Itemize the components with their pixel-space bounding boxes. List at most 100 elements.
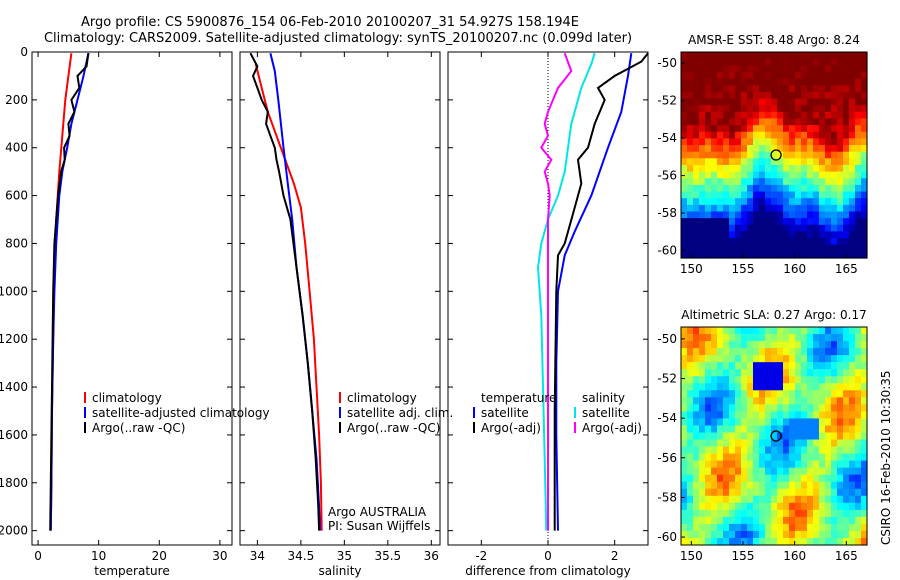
- heatmap-cell: [783, 251, 790, 259]
- heatmap-cell: [741, 397, 748, 405]
- heatmap-cell: [789, 460, 796, 469]
- heatmap-cell: [861, 516, 868, 525]
- heatmap-cell: [693, 204, 700, 213]
- heatmap-cell: [795, 474, 802, 483]
- heatmap-cell: [777, 251, 784, 259]
- heatmap-cell: [819, 78, 826, 86]
- heatmap-cell: [741, 105, 748, 113]
- series-line: [269, 52, 321, 531]
- heatmap-cell: [837, 397, 844, 405]
- heatmap-cell: [861, 145, 868, 153]
- heatmap-cell: [855, 537, 862, 546]
- heatmap-cell: [771, 151, 778, 159]
- heatmap-cell: [687, 467, 694, 476]
- heatmap-cell: [843, 383, 850, 391]
- heatmap-cell: [777, 125, 784, 133]
- heatmap-cell: [711, 355, 718, 363]
- heatmap-cell: [831, 439, 838, 448]
- heatmap-cell: [831, 151, 838, 159]
- heatmap-cell: [783, 78, 790, 86]
- heatmap-cell: [693, 231, 700, 239]
- heatmap-cell: [765, 327, 772, 335]
- heatmap-cell: [801, 425, 808, 434]
- heatmap-cell: [711, 495, 718, 504]
- heatmap-cell: [741, 341, 748, 349]
- heatmap-cell: [801, 355, 808, 363]
- heatmap-cell: [699, 98, 706, 106]
- heatmap-cell: [819, 231, 826, 239]
- heatmap-cell: [771, 467, 778, 476]
- heatmap-cell: [831, 78, 838, 86]
- heatmap-cell: [681, 502, 688, 511]
- heatmap-cell: [807, 71, 814, 80]
- heatmap-cell: [681, 404, 688, 412]
- heatmap-cell: [837, 171, 844, 179]
- heatmap-cell: [729, 530, 736, 539]
- heatmap-cell: [753, 65, 760, 73]
- heatmap-cell: [753, 425, 760, 434]
- heatmap-cell: [783, 523, 790, 532]
- heatmap-cell: [855, 439, 862, 448]
- heatmap-cell: [837, 488, 844, 497]
- heatmap-cell: [855, 171, 862, 179]
- heatmap-cell: [789, 224, 796, 233]
- heatmap-cells: [681, 52, 868, 259]
- heatmap-cell: [807, 78, 814, 86]
- heatmap-cell: [681, 131, 688, 139]
- heatmap-cell: [765, 502, 772, 511]
- heatmap-cell: [759, 184, 766, 193]
- heatmap-cell: [717, 327, 724, 335]
- heatmap-cell: [861, 404, 868, 412]
- heatmap-cell: [765, 460, 772, 469]
- heatmap-cell: [735, 58, 742, 66]
- heatmap-cell: [717, 58, 724, 66]
- heatmap-cell: [837, 530, 844, 539]
- heatmap-cell: [735, 397, 742, 405]
- heatmap-cell: [723, 460, 730, 469]
- heatmap-cell: [861, 211, 868, 219]
- heatmap-cell: [783, 439, 790, 448]
- heatmap-cell: [729, 52, 736, 60]
- heatmap-cell: [747, 65, 754, 73]
- heatmap-cell: [825, 125, 832, 133]
- heatmap-cell: [813, 244, 820, 252]
- heatmap-cell: [681, 530, 688, 539]
- heatmap-cell: [723, 481, 730, 490]
- heatmap-cell: [711, 341, 718, 349]
- heatmap-cell: [843, 211, 850, 219]
- heatmap-cell: [741, 467, 748, 476]
- heatmap-cell: [831, 467, 838, 476]
- heatmap-cell: [693, 178, 700, 186]
- heatmap-cell: [777, 91, 784, 100]
- heatmap-cell: [723, 432, 730, 441]
- heatmap-cell: [705, 453, 712, 462]
- heatmap-cell: [747, 495, 754, 504]
- heatmap-cell: [717, 78, 724, 86]
- heatmap-cell: [801, 383, 808, 391]
- heatmap-cell: [765, 467, 772, 476]
- heatmap-cell: [831, 334, 838, 342]
- heatmap-cell: [681, 78, 688, 86]
- heatmap-cell: [837, 355, 844, 363]
- heatmap-cell: [813, 65, 820, 73]
- heatmap-cell: [723, 369, 730, 377]
- y-tick-label: 1400: [0, 380, 28, 394]
- heatmap-cell: [735, 78, 742, 86]
- heatmap-cell: [741, 184, 748, 193]
- heatmap-cell: [801, 523, 808, 532]
- heatmap-cell: [825, 198, 832, 206]
- heatmap-cell: [735, 151, 742, 159]
- heatmap-cell: [831, 418, 838, 427]
- heatmap-cell: [771, 178, 778, 186]
- heatmap-cell: [753, 52, 760, 60]
- heatmap-cell: [795, 98, 802, 106]
- heatmap-cell: [693, 238, 700, 246]
- heatmap-cell: [747, 327, 754, 335]
- heatmap-cell: [849, 85, 856, 93]
- heatmap-cell: [813, 218, 820, 226]
- heatmap-cell: [687, 390, 694, 398]
- heatmap-cell: [747, 523, 754, 532]
- y-tick-label: 1800: [0, 476, 28, 490]
- heatmap-cell: [795, 204, 802, 213]
- heatmap-cell: [705, 397, 712, 405]
